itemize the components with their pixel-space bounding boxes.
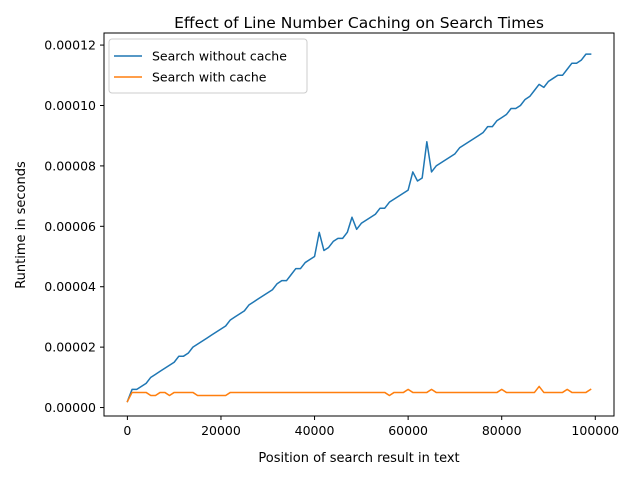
legend-box	[108, 38, 308, 94]
y-tick-label: 0.00006	[44, 219, 96, 234]
x-axis-ticks: 0 20000 40000 60000 80000 100000	[123, 416, 619, 438]
x-tick-label: 40000	[295, 423, 335, 438]
y-tick-label: 0.00012	[44, 38, 96, 53]
x-tick-label: 20000	[201, 423, 241, 438]
chart-title: Effect of Line Number Caching on Search …	[174, 14, 544, 32]
series-line-without-cache	[126, 53, 592, 403]
legend-label-with-cache: Search with cache	[152, 70, 267, 85]
y-tick-label: 0.00004	[44, 279, 96, 294]
x-axis-label: Position of search result in text	[258, 451, 459, 466]
plot-lines	[126, 53, 592, 403]
y-axis-label: Runtime in seconds	[14, 161, 29, 289]
legend: Search without cache Search with cache	[108, 38, 308, 94]
x-tick-label: 0	[123, 423, 131, 438]
x-tick-label: 100000	[571, 423, 619, 438]
y-tick-label: 0.00002	[44, 340, 96, 355]
x-tick-label: 80000	[482, 423, 522, 438]
y-tick-label: 0.00000	[44, 400, 96, 415]
y-axis-ticks: 0.00000 0.00002 0.00004 0.00006 0.00008 0.000…	[44, 38, 104, 415]
y-tick-label: 0.00008	[44, 158, 96, 173]
x-tick-label: 60000	[388, 423, 428, 438]
series-line-with-cache	[126, 385, 592, 403]
plot-frame	[103, 32, 615, 417]
legend-label-without-cache: Search without cache	[152, 49, 287, 64]
y-tick-label: 0.00010	[44, 98, 96, 113]
